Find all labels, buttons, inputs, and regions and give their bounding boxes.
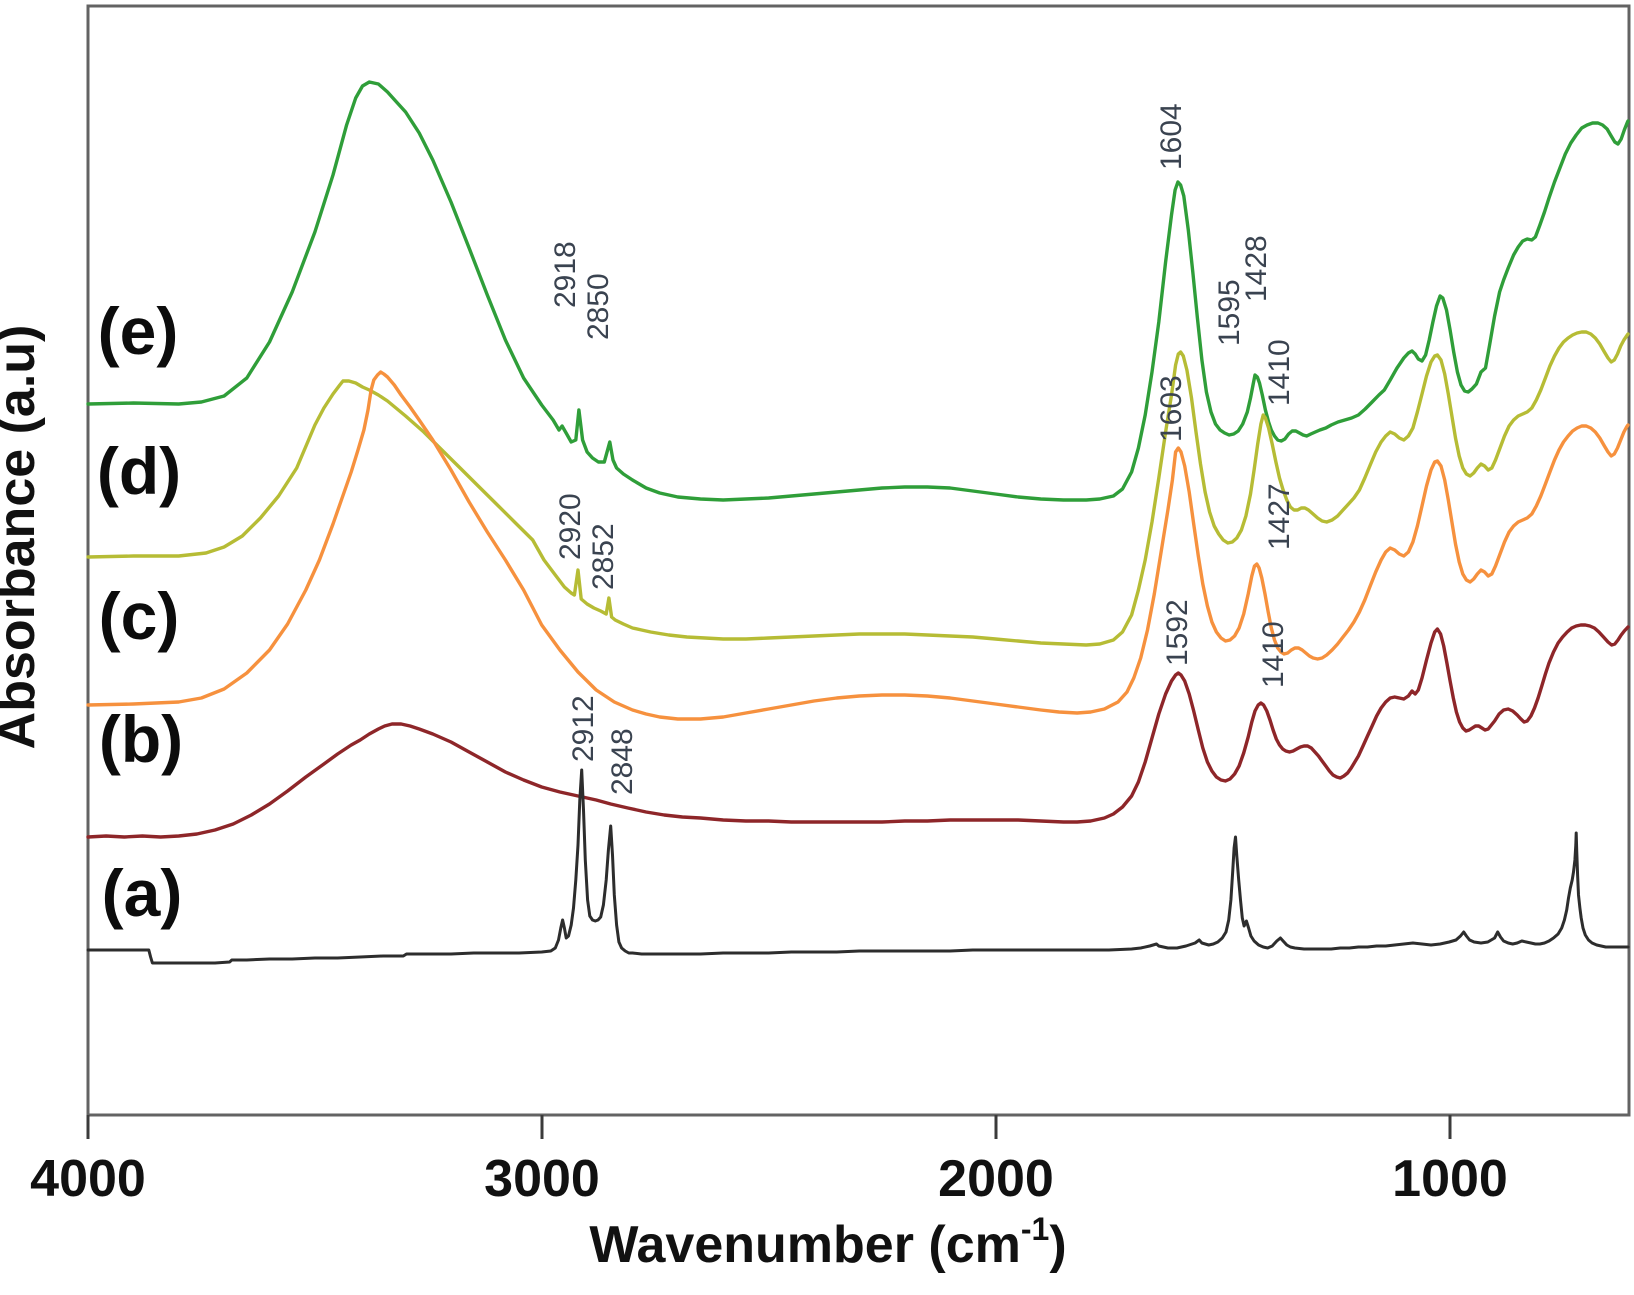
spectrum-curve-d [86, 330, 1630, 647]
peak-annotation-2850-1: 2850 [582, 273, 615, 340]
peak-annotation-2920-2: 2920 [554, 493, 587, 560]
x-axis-title-superscript: -1 [1021, 1211, 1049, 1247]
spectrum-curve-e [86, 80, 1630, 502]
curve-label-d: (d) [97, 434, 181, 508]
peak-annotation-1592-12: 1592 [1161, 599, 1194, 666]
curve-label-b: (b) [99, 702, 183, 776]
peak-annotation-2912-4: 2912 [567, 695, 600, 762]
curve-label-c: (c) [99, 579, 180, 653]
peak-annotation-1603-10: 1603 [1155, 375, 1188, 442]
peak-annotation-2848-5: 2848 [606, 728, 639, 795]
x-tick-label-4000: 4000 [30, 1150, 146, 1208]
x-axis-title-main: Wavenumber (cm [589, 1216, 1021, 1274]
x-tick-label-1000: 1000 [1392, 1150, 1508, 1208]
peak-annotation-2852-3: 2852 [587, 523, 620, 590]
plot-frame [86, 4, 1631, 1117]
curve-label-e: (e) [98, 294, 179, 368]
peak-annotation-1604-6: 1604 [1155, 103, 1188, 170]
x-tick-label-2000: 2000 [938, 1150, 1054, 1208]
peak-annotation-1427-11: 1427 [1263, 483, 1296, 550]
x-tick-label-3000: 3000 [484, 1150, 600, 1208]
peak-annotation-1410-9: 1410 [1263, 339, 1296, 406]
peak-annotation-2918-0: 2918 [549, 241, 582, 308]
x-axis-title-close: ) [1049, 1216, 1066, 1274]
curve-label-a: (a) [102, 856, 183, 930]
peak-annotation-1410-13: 1410 [1257, 621, 1290, 688]
peak-annotation-1595-8: 1595 [1213, 279, 1246, 346]
spectra-curves-group [86, 80, 1630, 965]
curve-labels-group: (e) (d) (c) (b) (a) [97, 294, 183, 930]
peak-annotation-1428-7: 1428 [1240, 235, 1273, 302]
spectrum-curve-a [86, 768, 1630, 965]
y-axis-title: Absorbance (a.u) [0, 325, 46, 750]
x-axis-title: Wavenumber (cm-1) [589, 1211, 1066, 1274]
spectrum-curve-b [86, 623, 1630, 839]
spectrum-curve-c [86, 370, 1630, 721]
